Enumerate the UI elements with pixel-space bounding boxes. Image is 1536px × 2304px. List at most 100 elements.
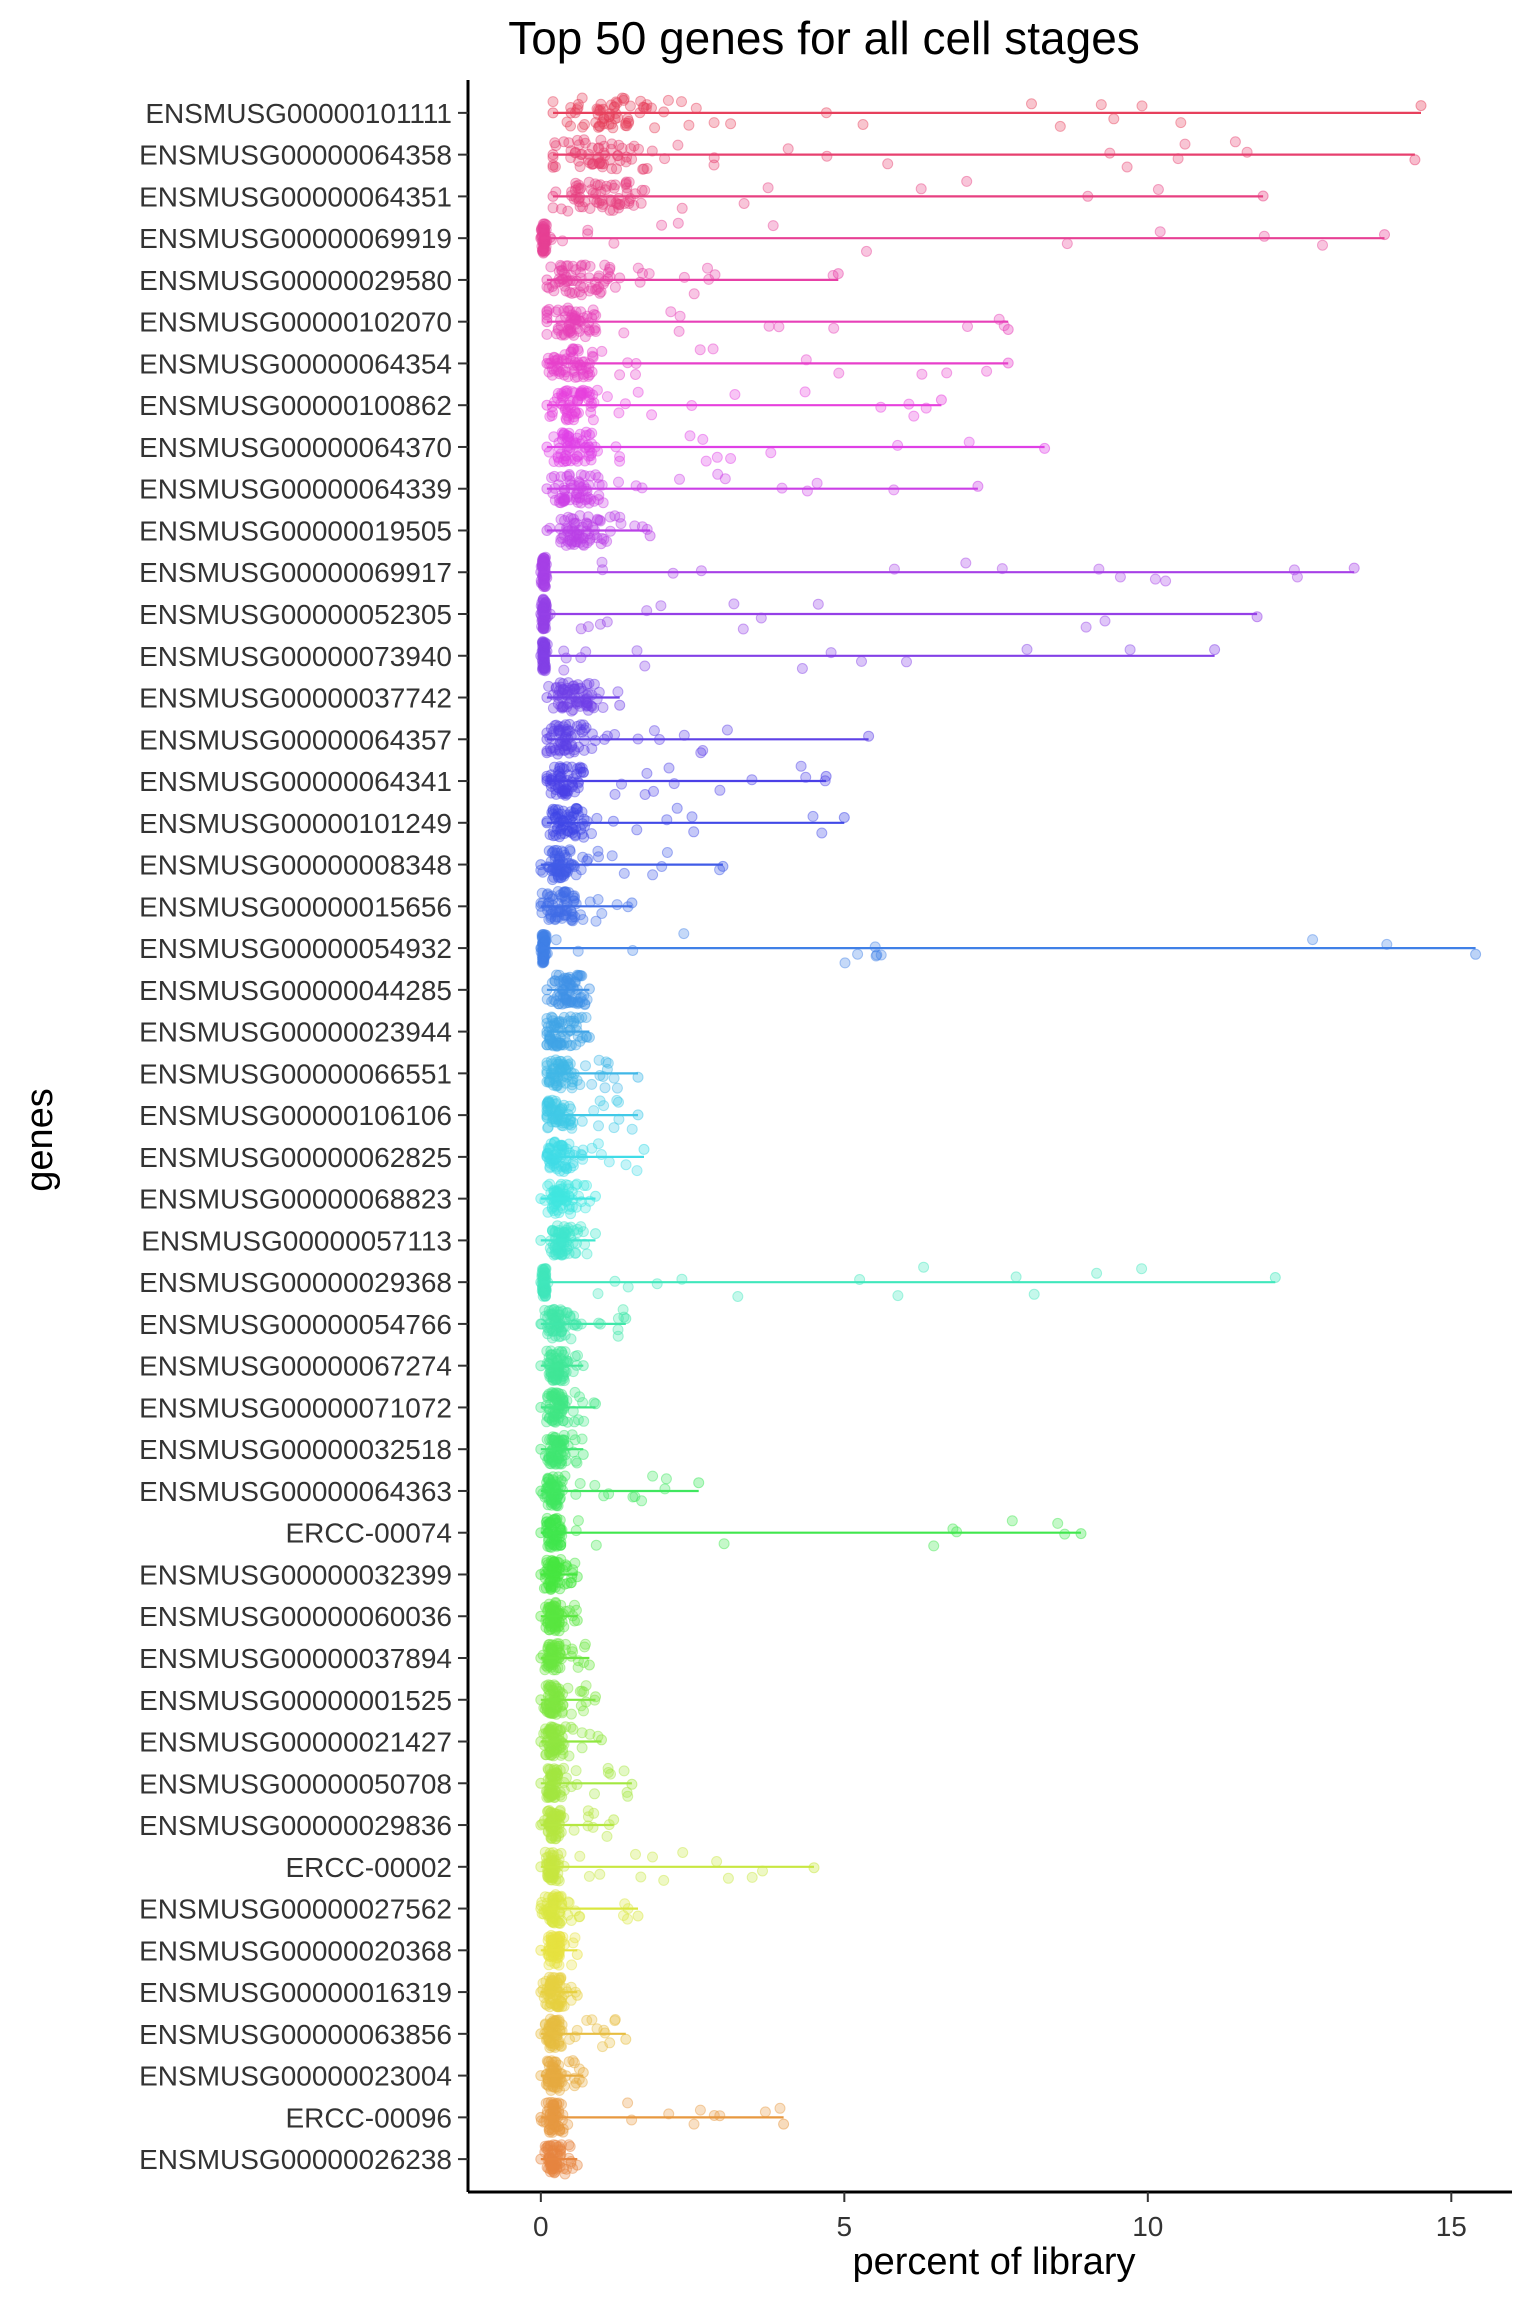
data-point <box>566 327 578 339</box>
data-point <box>852 948 864 960</box>
data-point <box>538 615 549 626</box>
data-point <box>575 182 587 194</box>
data-point <box>537 246 548 257</box>
data-point <box>538 556 550 568</box>
data-point <box>1061 238 1073 250</box>
y-tick-label: ENSMUSG00000029836 <box>139 1810 452 1841</box>
data-point <box>559 1470 571 1482</box>
data-point <box>537 594 549 606</box>
data-point <box>565 346 577 358</box>
data-point <box>663 762 675 774</box>
data-point <box>538 218 550 230</box>
data-point <box>614 198 626 210</box>
data-point <box>539 615 550 627</box>
data-point <box>582 621 594 633</box>
data-point <box>622 117 634 129</box>
data-point <box>536 556 548 568</box>
data-point <box>607 204 619 216</box>
data-point <box>584 534 596 546</box>
data-point <box>553 265 565 277</box>
data-point <box>597 161 608 173</box>
data-point <box>561 432 573 444</box>
data-point <box>548 365 560 377</box>
data-point <box>541 638 553 650</box>
data-point <box>586 142 598 154</box>
data-point <box>576 259 588 271</box>
data-point <box>540 600 552 612</box>
data-point <box>540 219 552 231</box>
data-point <box>591 513 603 525</box>
data-point <box>571 323 583 335</box>
data-point <box>555 314 567 326</box>
data-point <box>556 329 568 341</box>
data-point <box>828 322 840 334</box>
data-point <box>540 662 552 674</box>
data-point <box>538 639 550 651</box>
data-point <box>892 1290 904 1302</box>
data-point <box>588 678 600 690</box>
data-point <box>569 1599 580 1611</box>
data-point <box>694 344 706 356</box>
data-point <box>573 179 585 191</box>
data-point <box>537 554 549 566</box>
data-point <box>555 497 567 509</box>
data-point <box>568 531 580 543</box>
data-point <box>537 560 548 572</box>
data-point <box>560 385 572 397</box>
data-point <box>568 683 580 695</box>
data-point <box>558 664 570 676</box>
data-point <box>684 430 696 442</box>
data-point <box>552 748 564 760</box>
data-point <box>570 264 582 276</box>
data-point <box>589 178 601 190</box>
data-point <box>622 2097 634 2109</box>
data-point <box>584 369 596 381</box>
data-point <box>592 894 604 905</box>
data-point <box>559 494 571 506</box>
data-point <box>579 455 591 467</box>
data-point <box>537 662 549 674</box>
data-point <box>677 1847 689 1858</box>
data-point <box>598 140 610 152</box>
data-point <box>574 1035 586 1047</box>
data-point <box>1059 1528 1071 1540</box>
data-point <box>618 93 630 104</box>
y-tick-label: ENSMUSG00000023944 <box>139 1017 452 1048</box>
y-tick-label: ENSMUSG00000064357 <box>139 724 452 755</box>
data-point <box>593 142 605 154</box>
data-point <box>548 871 560 883</box>
data-point <box>573 476 585 488</box>
data-point <box>539 640 551 652</box>
data-point <box>892 439 904 451</box>
data-point <box>570 536 582 548</box>
data-point <box>647 1851 658 1863</box>
max-point <box>583 1659 595 1671</box>
data-point <box>586 366 598 378</box>
data-point <box>563 435 575 447</box>
data-point <box>556 390 568 402</box>
data-point <box>539 581 551 593</box>
data-point <box>568 680 580 692</box>
data-point <box>537 637 549 649</box>
max-point <box>620 1313 632 1325</box>
data-point <box>552 304 564 316</box>
data-point <box>535 577 547 589</box>
data-point <box>538 579 550 591</box>
data-point <box>537 244 549 256</box>
data-point <box>593 1054 605 1066</box>
data-point <box>578 724 590 736</box>
data-point <box>539 617 551 629</box>
data-point <box>535 600 547 612</box>
data-point <box>583 391 595 403</box>
y-tick-label: ENSMUSG00000037742 <box>139 683 452 714</box>
data-point <box>591 384 603 396</box>
data-point <box>595 98 607 110</box>
data-point <box>536 597 548 609</box>
data-point <box>539 560 551 572</box>
data-point <box>557 265 568 277</box>
data-point <box>612 198 623 210</box>
data-point <box>647 1470 659 1482</box>
data-point <box>596 201 608 213</box>
data-point <box>571 134 583 146</box>
data-point <box>623 176 635 188</box>
